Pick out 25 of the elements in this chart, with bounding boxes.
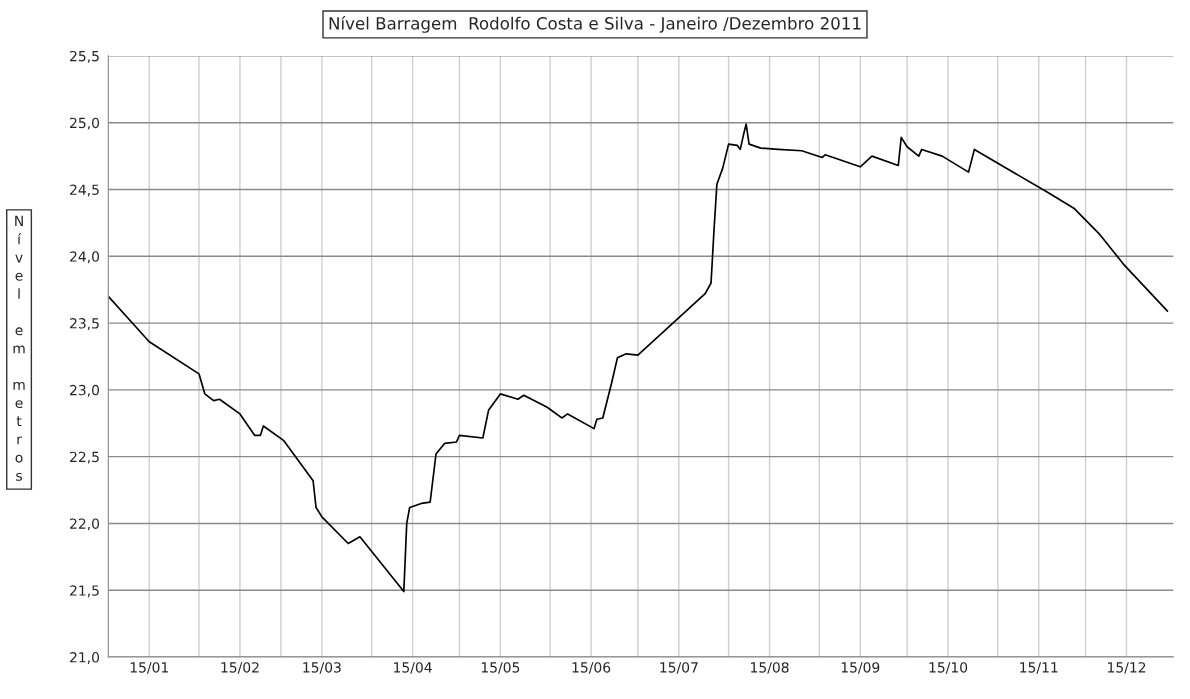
y-tick-label: 22,5: [70, 451, 99, 464]
y-tick-label: 23,5: [70, 318, 99, 330]
line-series: [108, 123, 1169, 593]
y-tick-label: 22,0: [70, 518, 100, 531]
x-tick-label: 15/04: [394, 662, 432, 674]
y-tick-label: 21,5: [70, 585, 99, 598]
x-tick-label: 15/12: [1108, 662, 1146, 674]
x-tick-label: 15/09: [841, 662, 880, 674]
x-tick-label: 15/01: [130, 662, 168, 674]
x-tick-label: 15/05: [481, 662, 520, 674]
y-tick-label: 25,5: [70, 50, 99, 63]
y-tick-label: 23,0: [70, 384, 100, 397]
y-tick-label: 24,0: [70, 251, 100, 264]
x-tick-label: 15/06: [572, 662, 611, 674]
x-tick-label: 15/02: [221, 662, 259, 674]
x-tick-label: 15/07: [660, 662, 698, 674]
x-tick-label: 15/03: [303, 662, 341, 674]
y-tick-label: 25,0: [70, 117, 100, 130]
y-tick-label: 24,5: [70, 184, 99, 197]
y-tick-label: 21,0: [70, 652, 100, 664]
x-tick-label: 15/10: [929, 662, 968, 674]
chart-title: Nível Barragem Rodolfo Costa e Silva - Janeiro /Dezembro 2011: [329, 16, 861, 33]
x-tick-label: 15/08: [751, 662, 789, 674]
x-tick-label: 15/11: [1020, 662, 1058, 674]
text: Nível em metros: [13, 215, 25, 481]
